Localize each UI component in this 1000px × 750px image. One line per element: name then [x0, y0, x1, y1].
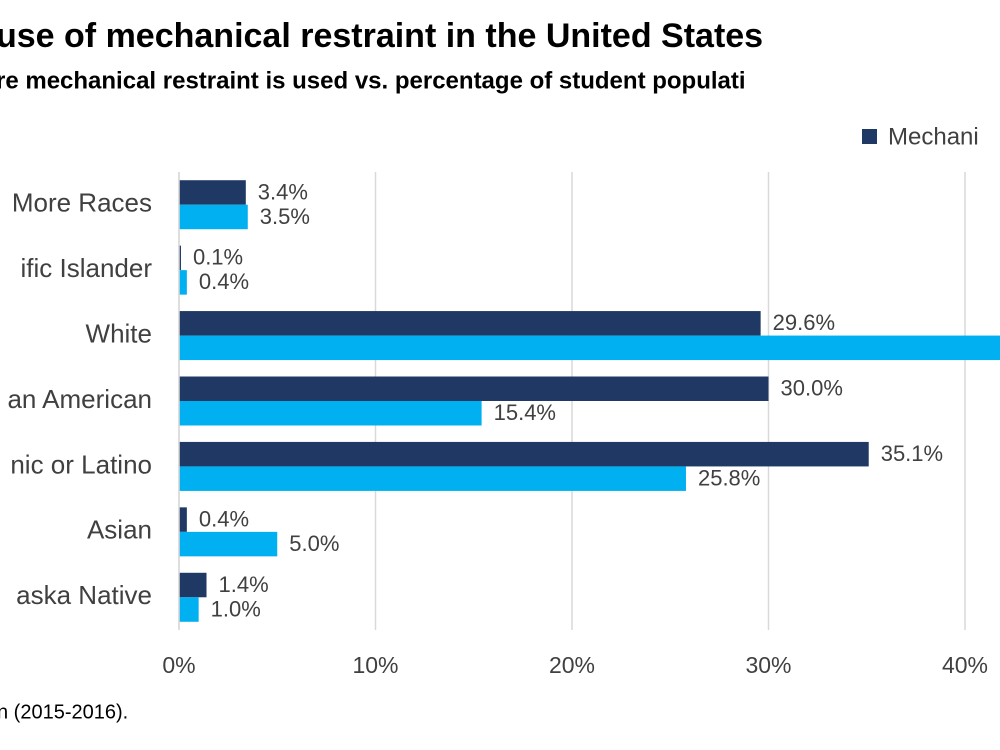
- bar: [179, 572, 207, 598]
- legend-label: Mechani: [888, 123, 979, 150]
- legend-swatch: [862, 129, 877, 144]
- y-tick-label: ific Islander: [21, 253, 153, 283]
- bar: [179, 376, 769, 401]
- bar: [179, 401, 482, 426]
- data-label: 35.1%: [881, 441, 943, 466]
- data-label: 3.5%: [260, 204, 310, 229]
- data-label: 0.1%: [193, 245, 243, 270]
- bar: [179, 466, 686, 491]
- data-label: 25.8%: [698, 465, 760, 490]
- y-tick-label: nic or Latino: [10, 449, 152, 479]
- chart-subtitle: re mechanical restraint is used vs. perc…: [0, 67, 746, 94]
- bar: [179, 597, 199, 622]
- data-label: 30.0%: [781, 376, 843, 401]
- y-tick-label: White: [86, 318, 152, 348]
- data-label: 1.0%: [211, 596, 261, 621]
- x-tick-label: 20%: [549, 652, 595, 678]
- bar: [179, 507, 187, 532]
- data-label: 0.4%: [199, 506, 249, 531]
- bar: [179, 204, 248, 230]
- data-label: 29.6%: [773, 310, 835, 335]
- bar: [179, 270, 187, 295]
- x-tick-label: 40%: [942, 652, 988, 678]
- data-label: 0.4%: [199, 269, 249, 294]
- bar: [179, 335, 1000, 361]
- y-tick-label: Asian: [87, 515, 152, 545]
- y-tick-label: aska Native: [16, 580, 152, 610]
- data-label: 1.4%: [219, 572, 269, 597]
- chart-title: use of mechanical restraint in the Unite…: [0, 17, 763, 55]
- y-tick-label: More Races: [12, 188, 152, 218]
- x-tick-label: 0%: [162, 652, 195, 678]
- y-tick-label: an American: [7, 384, 152, 414]
- bar: [179, 311, 761, 336]
- x-tick-label: 10%: [352, 652, 398, 678]
- bar: [179, 245, 181, 271]
- source-note: n (2015-2016).: [0, 701, 128, 723]
- x-tick-label: 30%: [745, 652, 791, 678]
- bar: [179, 531, 278, 557]
- data-label: 15.4%: [494, 400, 556, 425]
- data-label: 3.4%: [258, 179, 308, 204]
- bar: [179, 441, 869, 467]
- bar: [179, 180, 246, 205]
- data-label: 5.0%: [289, 531, 339, 556]
